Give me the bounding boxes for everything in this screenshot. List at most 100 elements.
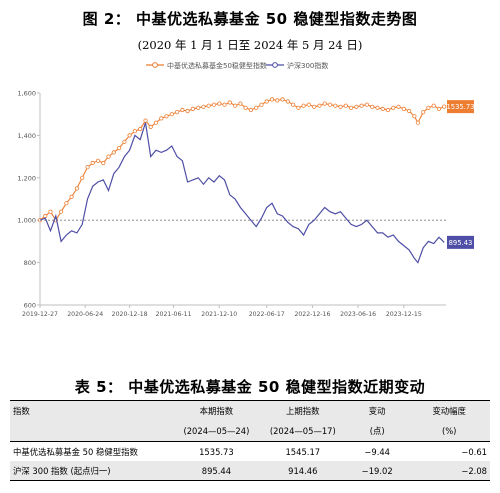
legend-label-hs300: 沪深300指数 [287, 61, 328, 70]
data-point-fund-index [227, 100, 232, 105]
data-point-fund-index [164, 114, 169, 119]
y-tick-label: 1,000 [17, 217, 36, 225]
legend-marker-hs300 [272, 62, 278, 68]
end-value-labels: 1535.73 895.43 [446, 100, 475, 249]
table-row: 沪深 300 指数 (起点归一) 895.44 914.46 −19.02 −2… [10, 461, 490, 481]
data-point-fund-index [275, 98, 280, 103]
cell-current: 895.44 [173, 461, 260, 481]
x-tick-label: 2023-12-15 [386, 311, 422, 318]
data-point-fund-index [159, 116, 164, 121]
data-point-fund-index [436, 106, 442, 112]
data-point-fund-index [233, 103, 238, 108]
x-tick-label: 2021-06-11 [156, 311, 192, 318]
header-current: 本期指数 [173, 400, 260, 421]
data-point-fund-index [148, 124, 153, 130]
data-point-fund-index [106, 154, 111, 159]
x-tick-label: 2021-12-10 [201, 311, 237, 318]
end-label-fund-index: 1535.73 [446, 103, 474, 111]
data-point-fund-index [254, 105, 259, 110]
data-point-fund-index [69, 194, 74, 199]
x-tick-label: 2020-12-18 [112, 311, 148, 318]
data-point-fund-index [74, 186, 80, 191]
end-label-hs300-box [447, 235, 474, 249]
data-point-fund-index [391, 105, 396, 110]
data-point-fund-index [333, 103, 338, 108]
header-change: 变动 [345, 400, 409, 421]
data-point-fund-index [111, 150, 116, 155]
cell-pct: −2.08 [408, 461, 490, 481]
series-line-fund-index [39, 98, 445, 222]
data-point-fund-index [401, 106, 406, 112]
legend-item-hs300: 沪深300指数 [266, 61, 328, 70]
data-point-fund-index [64, 201, 69, 206]
x-axis-ticks: 2019-12-27 2020-06-24 2020-12-18 2021-06-11… [22, 305, 422, 318]
data-point-fund-index [206, 103, 211, 108]
data-point-fund-index [185, 108, 190, 114]
x-tick-label: 2022-12-16 [294, 311, 330, 318]
data-point-fund-index [153, 120, 159, 125]
data-point-fund-index [354, 104, 359, 109]
y-axis-ticks: 600 800 1,000 1,200 1,400 1,600 [17, 90, 40, 310]
cell-current: 1535.73 [199, 446, 234, 457]
legend-marker-fund-index [152, 62, 158, 68]
data-point-fund-index [190, 106, 195, 112]
data-point-fund-index [306, 102, 311, 107]
data-point-fund-index [180, 107, 185, 113]
index-line-chart: 中基优选私募基金50稳健型指数 沪深300指数 600 800 1,000 1,200… [17, 61, 475, 318]
data-point-fund-index [296, 105, 301, 110]
data-point-fund-index [348, 105, 354, 110]
cell-pct: −0.61 [461, 446, 487, 457]
series-markers-fund-index [37, 97, 447, 223]
data-point-fund-index [380, 106, 385, 112]
header-index-blank [10, 421, 174, 442]
recent-change-table: 指数 本期指数 上期指数 变动 变动幅度 (2024—05—24) (2024—… [10, 400, 490, 481]
data-point-fund-index [285, 99, 290, 104]
data-point-fund-index [222, 102, 227, 107]
header-index: 指数 [10, 400, 174, 421]
data-point-fund-index [238, 101, 243, 106]
data-point-fund-index [406, 108, 412, 114]
data-point-fund-index [138, 126, 143, 132]
table-header-row-1: 指数 本期指数 上期指数 变动 变动幅度 [10, 400, 490, 421]
data-point-fund-index [280, 97, 285, 102]
data-point-fund-index [117, 146, 122, 151]
data-point-fund-index [127, 133, 132, 138]
data-point-fund-index [269, 97, 275, 102]
legend-label-fund-index: 中基优选私募基金50稳健型指数 [167, 61, 267, 70]
data-point-fund-index [290, 102, 296, 107]
y-tick-label: 1,600 [17, 90, 36, 98]
data-point-fund-index [201, 104, 206, 109]
data-point-fund-index [48, 209, 53, 214]
data-point-fund-index [396, 104, 401, 109]
y-tick-label: 600 [24, 302, 36, 310]
table-header-row-2: (2024—05—24) (2024—05—17) (点) (%) [10, 421, 490, 442]
data-point-fund-index [312, 104, 317, 109]
y-tick-label: 800 [24, 259, 36, 267]
y-tick-label: 1,400 [17, 132, 36, 140]
data-point-fund-index [90, 160, 95, 166]
end-label-fund-index-box [447, 100, 474, 114]
data-point-fund-index [421, 109, 426, 115]
series-line-hs300 [39, 122, 445, 264]
y-tick-label: 1,200 [17, 174, 36, 182]
header-previous: 上期指数 [259, 400, 346, 421]
data-point-fund-index [364, 102, 369, 107]
data-point-fund-index [317, 103, 322, 108]
data-point-fund-index [43, 213, 48, 219]
data-point-fund-index [359, 103, 364, 108]
data-point-fund-index [370, 104, 375, 109]
chart-legend: 中基优选私募基金50稳健型指数 沪深300指数 [146, 61, 328, 70]
data-point-fund-index [415, 120, 420, 125]
header-previous-date: (2024—05—17) [259, 421, 346, 442]
data-point-fund-index [122, 139, 127, 144]
figure-subtitle: (2020 年 1 月 1 日至 2024 年 5 月 24 日) [137, 38, 363, 52]
data-point-fund-index [327, 102, 333, 107]
data-point-fund-index [259, 102, 264, 107]
x-tick-label: 2023-06-16 [340, 311, 376, 318]
data-point-fund-index [217, 101, 222, 106]
x-tick-label: 2020-06-24 [67, 311, 103, 318]
data-point-fund-index [322, 101, 327, 106]
header-pct-unit: (%) [408, 421, 490, 442]
header-pct: 变动幅度 [408, 400, 490, 421]
figure-title: 图 2： 中基优选私募基金 50 稳健型指数走势图 [82, 10, 418, 28]
